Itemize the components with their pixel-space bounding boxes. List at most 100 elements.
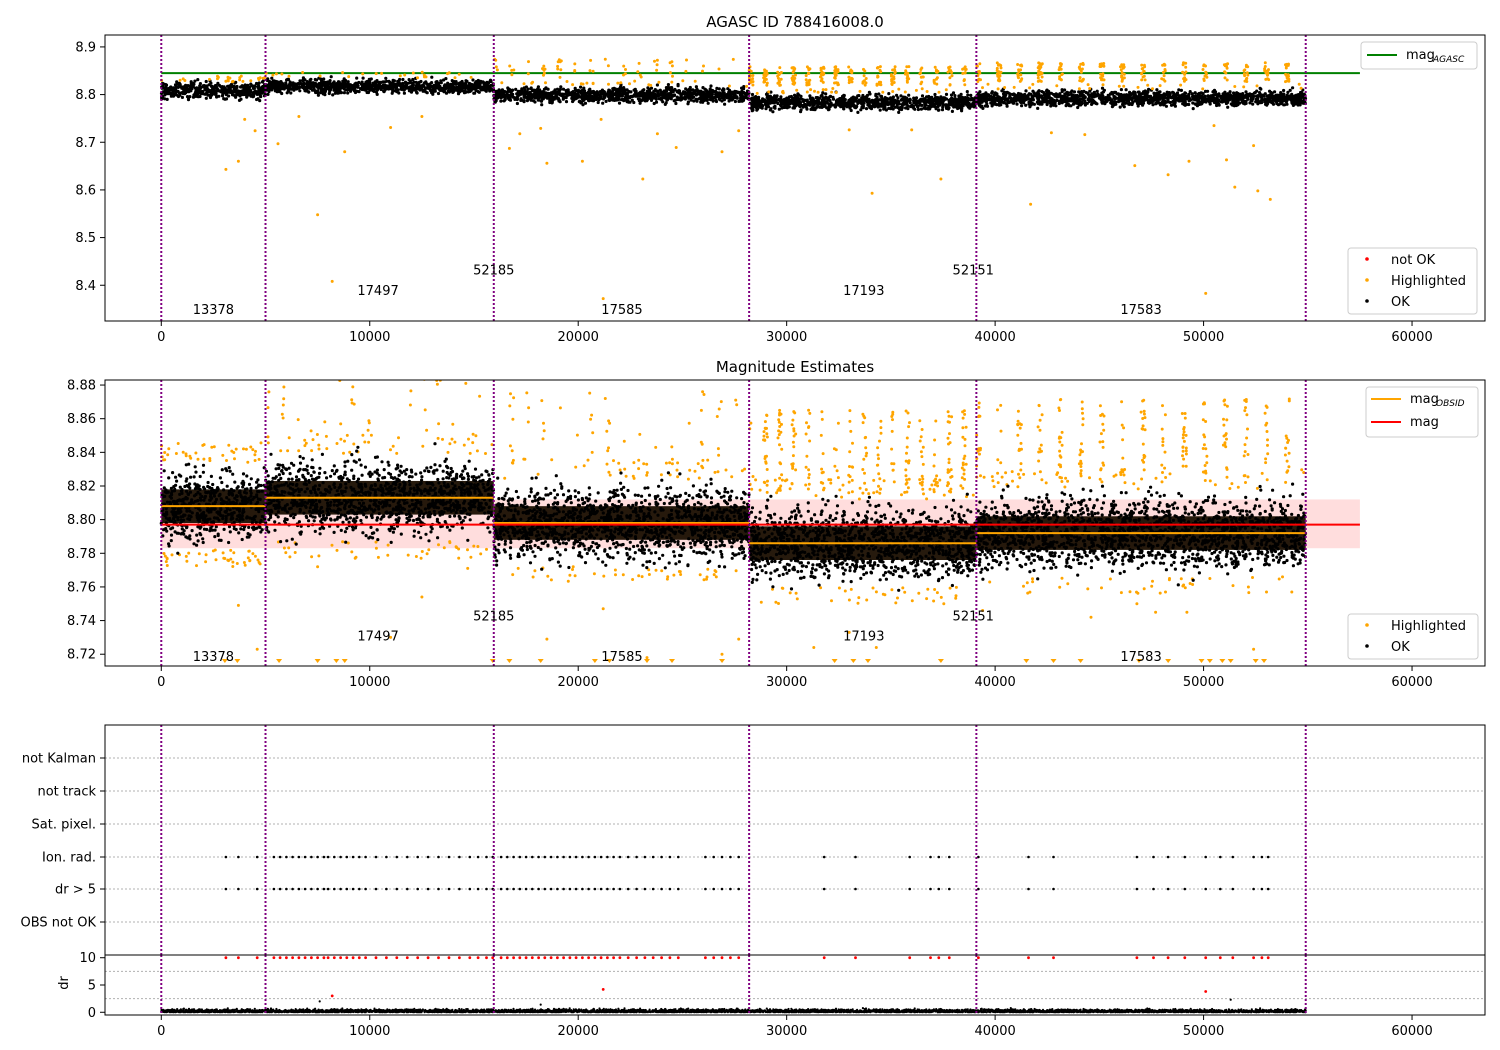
legend2-ok-label: OK xyxy=(1391,640,1410,655)
dr-ok-points xyxy=(160,988,1307,1014)
p4-ytick-label: 10 xyxy=(79,951,96,966)
obsid-label: 17497 xyxy=(357,630,398,645)
p4-xtick-label: 20000 xyxy=(558,1024,599,1039)
dr-panel: 0 10000 20000 30000 40000 50000 60000 0 5 10 dr xyxy=(57,951,1486,1039)
p1-ytick-label: 8.6 xyxy=(75,183,96,198)
obsid-label: 13378 xyxy=(193,650,234,665)
below-range-marker xyxy=(669,659,676,663)
flag-row-label: OBS not OK xyxy=(21,916,97,931)
obsid-label: 17585 xyxy=(601,650,642,665)
below-range-marker xyxy=(276,659,283,663)
p1-ytick-label: 8.5 xyxy=(75,231,96,246)
below-range-marker xyxy=(234,659,241,663)
obsid-label: 17585 xyxy=(601,303,642,318)
legend-mag-agasc-label: mag xyxy=(1406,48,1435,63)
panel2-legend-bottom: Highlighted OK xyxy=(1347,613,1479,660)
panel2-title: Magnitude Estimates xyxy=(716,358,874,376)
obsid-label: 17193 xyxy=(843,284,884,299)
panel2-frame xyxy=(104,379,1486,667)
p2-xtick-label: 10000 xyxy=(349,675,390,690)
panel2-axes: 0 10000 20000 30000 40000 50000 60000 8.72 8.74 8… xyxy=(67,379,1433,690)
obsid-label: 52151 xyxy=(953,264,994,279)
p4-ytick-label: 5 xyxy=(88,979,96,994)
below-range-marker xyxy=(1227,659,1234,663)
p1-ytick-label: 8.7 xyxy=(75,136,96,151)
ion-rad-flags xyxy=(224,855,1270,859)
p2-ytick-label: 8.80 xyxy=(67,513,96,528)
p2-xtick-label: 60000 xyxy=(1391,675,1432,690)
p1-xtick-label: 60000 xyxy=(1391,330,1432,345)
below-range-marker xyxy=(937,659,944,663)
p4-xtick-label: 60000 xyxy=(1391,1024,1432,1039)
p1-ytick-label: 8.9 xyxy=(75,40,96,55)
obsid-label: 17497 xyxy=(357,284,398,299)
p1-ytick-label: 8.8 xyxy=(75,88,96,103)
p2-xtick-label: 30000 xyxy=(766,675,807,690)
below-range-marker xyxy=(864,659,871,663)
p2-ytick-label: 8.74 xyxy=(67,614,96,629)
ok-points xyxy=(159,75,1308,115)
flag-row-label: not track xyxy=(37,785,96,800)
panel1-legend-bottom: not OK Highlighted OK xyxy=(1347,247,1478,315)
p1-xtick-label: 30000 xyxy=(766,330,807,345)
obsid-label: 17583 xyxy=(1120,650,1161,665)
below-range-marker xyxy=(1261,659,1268,663)
obsid-label: 17583 xyxy=(1120,303,1161,318)
legend-not-ok-label: not OK xyxy=(1391,253,1436,268)
below-range-marker xyxy=(606,659,613,663)
below-range-marker xyxy=(1219,659,1226,663)
p2-ytick-label: 8.78 xyxy=(67,547,96,562)
p4-xtick-label: 0 xyxy=(157,1024,165,1039)
below-range-marker xyxy=(1135,659,1142,663)
flag-row-label: Ion. rad. xyxy=(42,851,96,866)
p2-ytick-label: 8.76 xyxy=(67,580,96,595)
p1-xtick-label: 40000 xyxy=(974,330,1015,345)
magnitude-estimates-panel: Magnitude Estimates 13378 17497 52185 17585… xyxy=(67,358,1486,690)
obsid-label: 52185 xyxy=(473,610,514,625)
p4-xtick-label: 30000 xyxy=(766,1024,807,1039)
below-range-marker xyxy=(1165,659,1172,663)
flag-row-label: not Kalman xyxy=(22,752,96,767)
obsid-label: 17193 xyxy=(843,630,884,645)
panel1-axes: 0 10000 20000 30000 40000 50000 60000 8.4 8.5 8.6… xyxy=(75,40,1432,345)
p4-xtick-label: 50000 xyxy=(1183,1024,1224,1039)
panel1-frame xyxy=(104,34,1486,322)
below-range-marker xyxy=(537,659,544,663)
below-range-marker xyxy=(643,659,650,663)
flags-data-layer xyxy=(105,725,1485,955)
below-range-marker xyxy=(314,659,321,663)
legend-ok-label: OK xyxy=(1391,295,1410,310)
dr-not-ok-points xyxy=(224,956,1270,998)
dr-axes: 0 10000 20000 30000 40000 50000 60000 0 5 10 xyxy=(79,951,1432,1039)
agasc-panel: AGASC ID 788416008.0 13378 17497 52185 1758… xyxy=(75,13,1486,345)
below-range-marker xyxy=(1206,659,1213,663)
p1-ytick-label: 8.4 xyxy=(75,279,96,294)
panel1-title: AGASC ID 788416008.0 xyxy=(706,13,884,31)
legend-mag-label: mag xyxy=(1410,415,1439,430)
p2-xtick-label: 50000 xyxy=(1183,675,1224,690)
p2-ytick-label: 8.88 xyxy=(67,379,96,394)
below-range-marker xyxy=(221,659,228,663)
flags-panel: not Kalman not track Sat. pixel. Ion. rad. d… xyxy=(21,724,1486,956)
p1-xtick-label: 0 xyxy=(157,330,165,345)
panel2-legend-top: mag OBSID mag xyxy=(1365,386,1479,438)
below-range-marker xyxy=(591,659,598,663)
p4-ytick-label: 0 xyxy=(88,1006,96,1021)
obsid-label: 13378 xyxy=(193,303,234,318)
below-range-marker xyxy=(1252,659,1259,663)
p2-xtick-label: 40000 xyxy=(974,675,1015,690)
dr-flags xyxy=(224,887,1270,891)
p2-ytick-label: 8.82 xyxy=(67,479,96,494)
flag-row-label: dr > 5 xyxy=(55,883,96,898)
panel1-legend-top: mag AGASC xyxy=(1360,41,1478,70)
panel2-data-layer: 13378 17497 52185 17585 17193 52151 17583 xyxy=(159,380,1360,666)
flag-row-label: Sat. pixel. xyxy=(32,818,96,833)
panel1-data-layer: 13378 17497 52185 17585 17193 52151 17583 xyxy=(159,35,1360,321)
dr-axis-label: dr xyxy=(57,976,72,990)
legend-highlighted-label: Highlighted xyxy=(1391,274,1466,289)
below-range-marker xyxy=(489,659,496,663)
p2-xtick-label: 0 xyxy=(157,675,165,690)
p2-ytick-label: 8.72 xyxy=(67,648,96,663)
legend-mag-obsid-sub: OBSID xyxy=(1436,399,1465,409)
